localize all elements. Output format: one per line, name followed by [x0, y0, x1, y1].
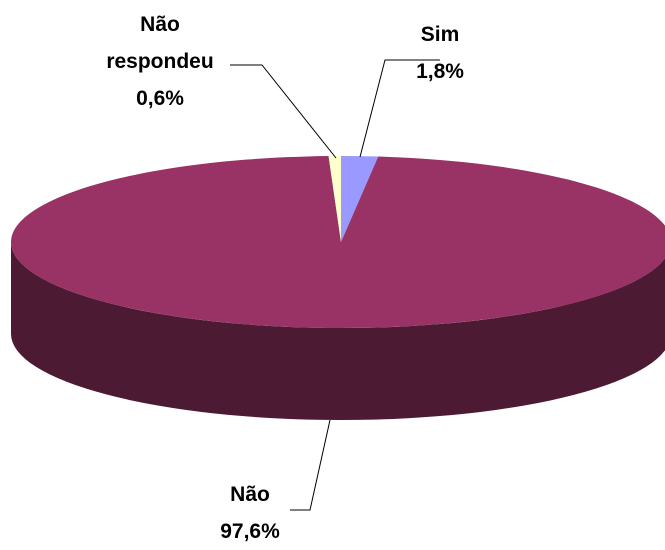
slice — [341, 156, 379, 242]
slice-side — [11, 242, 665, 420]
slice — [11, 156, 665, 328]
label-name: Não — [230, 483, 270, 506]
label-value: 1,8% — [416, 60, 464, 83]
leader-line — [290, 419, 331, 511]
slice-label: Sim 1,8% — [390, 16, 490, 90]
slice-label: Não respondeu 0,6% — [85, 6, 235, 117]
slice-label: Não 97,6% — [190, 476, 310, 550]
leader-line — [359, 59, 440, 158]
leader-line — [230, 64, 337, 159]
label-value: 97,6% — [220, 520, 280, 543]
label-value: 0,6% — [136, 87, 184, 110]
label-name: Sim — [420, 23, 460, 46]
slice — [328, 156, 341, 242]
label-name: Não respondeu — [106, 13, 214, 73]
